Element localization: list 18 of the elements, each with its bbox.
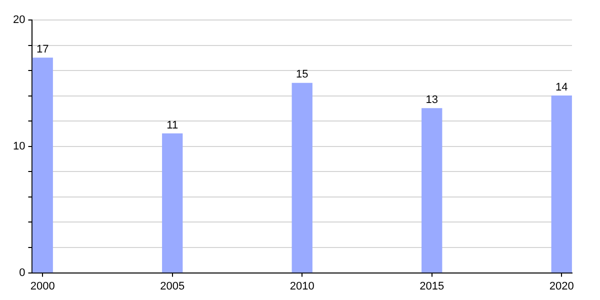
- data-label: 17: [36, 43, 49, 56]
- y-tick-label: 20: [12, 14, 26, 26]
- x-tick-label: 2000: [30, 280, 55, 292]
- y-tick-label: 0: [19, 266, 26, 279]
- y-tick-label: 10: [12, 140, 26, 152]
- bar: [32, 58, 53, 273]
- bar: [422, 108, 442, 273]
- bar: [162, 133, 183, 273]
- bar: [551, 96, 572, 273]
- x-tick-label: 2015: [420, 280, 444, 292]
- data-label: 14: [555, 81, 568, 94]
- x-tick-label: 2020: [549, 280, 574, 292]
- x-tick-label: 2005: [160, 280, 185, 292]
- data-label: 13: [426, 94, 438, 106]
- x-tick-label: 2010: [290, 280, 314, 292]
- bar: [292, 82, 312, 273]
- data-label: 15: [296, 68, 308, 81]
- data-label: 11: [166, 119, 178, 132]
